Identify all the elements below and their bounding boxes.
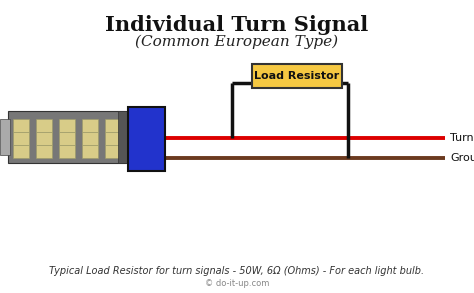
Bar: [105, 119, 121, 132]
Text: Turn Signal: Turn Signal: [450, 133, 474, 143]
Bar: [13, 119, 29, 132]
Bar: [36, 132, 52, 145]
Bar: [118, 111, 128, 163]
Bar: [82, 132, 98, 145]
Bar: [252, 64, 342, 88]
Bar: [59, 145, 75, 158]
Bar: [0, 119, 10, 155]
Text: Individual Turn Signal: Individual Turn Signal: [105, 15, 369, 35]
Bar: [82, 119, 98, 132]
Bar: [8, 111, 126, 163]
Bar: [59, 132, 75, 145]
Bar: [13, 132, 29, 145]
Bar: [128, 107, 165, 171]
Bar: [13, 145, 29, 158]
Text: Ground: Ground: [450, 153, 474, 163]
Bar: [59, 119, 75, 132]
Text: (Common European Type): (Common European Type): [136, 35, 338, 50]
Bar: [105, 132, 121, 145]
Bar: [82, 145, 98, 158]
Text: Typical Load Resistor for turn signals - 50W, 6Ω (Ohms) - For each light bulb.: Typical Load Resistor for turn signals -…: [49, 266, 425, 276]
Bar: [105, 145, 121, 158]
Text: Load Resistor: Load Resistor: [255, 71, 340, 81]
Bar: [36, 145, 52, 158]
Bar: [36, 119, 52, 132]
Text: © do-it-up.com: © do-it-up.com: [205, 279, 269, 287]
